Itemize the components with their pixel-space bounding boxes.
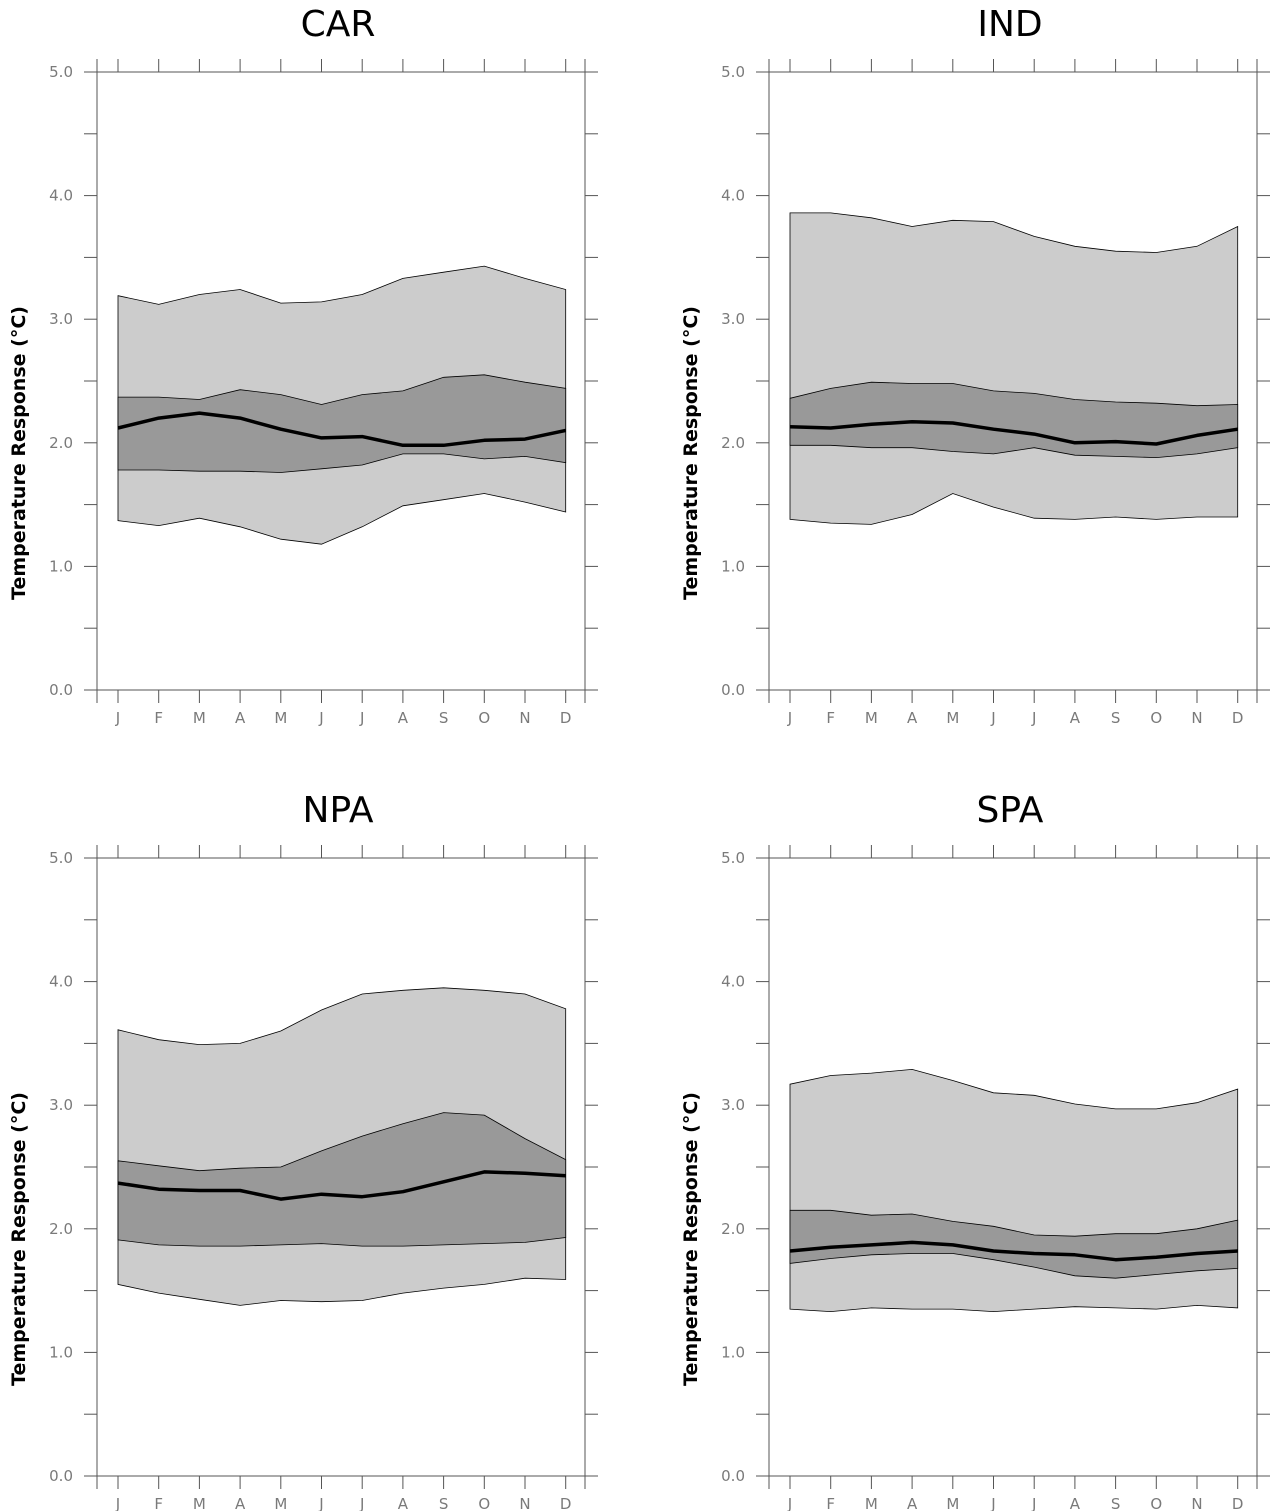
x-tick-label: J: [990, 1495, 995, 1511]
x-tick-label: S: [439, 1495, 449, 1511]
x-tick-label: O: [1150, 709, 1162, 727]
outer-range-band: [789, 212, 1239, 525]
x-tick-label: J: [115, 709, 120, 727]
y-axis-label: Temperature Response (°C): [8, 1092, 30, 1386]
x-tick-label: M: [865, 709, 878, 727]
x-tick-label: O: [1150, 1495, 1162, 1511]
x-tick-label: F: [826, 709, 835, 727]
y-tick-label: 1.0: [721, 557, 745, 575]
x-tick-label: D: [560, 709, 572, 727]
x-tick-label: A: [1070, 709, 1081, 727]
x-tick-label: M: [193, 709, 206, 727]
y-tick-label: 3.0: [49, 310, 73, 328]
y-tick-label: 3.0: [49, 1096, 73, 1114]
x-tick-label: J: [318, 709, 323, 727]
x-tick-label: S: [1111, 709, 1121, 727]
y-tick-label: 5.0: [49, 63, 73, 81]
x-tick-label: J: [359, 709, 364, 727]
x-tick-label: D: [560, 1495, 572, 1511]
inner-range-band: [789, 1209, 1239, 1279]
x-tick-label: A: [398, 709, 409, 727]
x-tick-label: N: [1191, 1495, 1202, 1511]
y-tick-label: 3.0: [721, 310, 745, 328]
y-tick-label: 4.0: [721, 187, 745, 205]
panel-title: CAR: [301, 4, 376, 45]
x-tick-label: A: [1070, 1495, 1081, 1511]
central-line: [117, 1170, 566, 1201]
inner-range-band: [117, 1112, 567, 1247]
x-tick-label: J: [359, 1495, 364, 1511]
y-tick-label: 2.0: [49, 434, 73, 452]
y-tick-label: 0.0: [49, 1467, 73, 1485]
y-tick-label: 5.0: [721, 849, 745, 867]
x-tick-label: J: [115, 1495, 120, 1511]
y-axis-label: Temperature Response (°C): [680, 1092, 702, 1386]
x-tick-label: J: [1031, 709, 1036, 727]
x-tick-label: F: [154, 1495, 163, 1511]
x-tick-label: O: [478, 1495, 490, 1511]
x-tick-label: N: [519, 709, 530, 727]
x-tick-label: S: [439, 709, 449, 727]
y-tick-label: 5.0: [721, 63, 745, 81]
inner-range-band: [789, 381, 1239, 459]
panel-car: 0.0 1.0 2.0 3.0 4.0 5.0 J F M A M J J A S O N D CAR Tempera…: [8, 4, 598, 727]
panel-npa: 0.0 1.0 2.0 3.0 4.0 5.0 J F M A M J J A S O N D NPA Tempera…: [8, 790, 598, 1511]
x-tick-label: M: [865, 1495, 878, 1511]
x-tick-label: J: [787, 709, 792, 727]
x-tick-label: M: [946, 1495, 959, 1511]
y-tick-label: 0.0: [721, 681, 745, 699]
central-line: [789, 1240, 1238, 1262]
y-axis-label: Temperature Response (°C): [8, 306, 30, 600]
x-tick-label: M: [274, 709, 287, 727]
y-tick-label: 4.0: [721, 973, 745, 991]
panel-title: IND: [977, 4, 1042, 45]
inner-range-band: [117, 374, 567, 473]
panel-ind: 0.0 1.0 2.0 3.0 4.0 5.0 J F M A M J J A S O N D IND Tempera…: [680, 4, 1270, 727]
y-tick-label: 3.0: [721, 1096, 745, 1114]
y-tick-label: 2.0: [721, 434, 745, 452]
y-tick-label: 1.0: [49, 557, 73, 575]
y-tick-label: 1.0: [49, 1343, 73, 1361]
x-tick-label: J: [1031, 1495, 1036, 1511]
x-tick-label: A: [398, 1495, 409, 1511]
x-tick-label: J: [787, 1495, 792, 1511]
x-tick-label: F: [154, 709, 163, 727]
y-tick-label: 0.0: [721, 1467, 745, 1485]
y-tick-label: 4.0: [49, 187, 73, 205]
outer-range-band: [789, 1068, 1239, 1313]
x-tick-label: F: [826, 1495, 835, 1511]
y-tick-label: 5.0: [49, 849, 73, 867]
x-tick-label: M: [193, 1495, 206, 1511]
panel-title: SPA: [977, 790, 1044, 831]
x-tick-label: A: [907, 709, 918, 727]
x-tick-label: D: [1232, 1495, 1244, 1511]
central-line: [789, 420, 1238, 446]
central-line: [117, 411, 567, 448]
x-tick-label: M: [946, 709, 959, 727]
x-tick-label: M: [274, 1495, 287, 1511]
y-axis-label: Temperature Response (°C): [680, 306, 702, 600]
x-tick-label: J: [990, 709, 995, 727]
x-tick-label: O: [478, 709, 490, 727]
x-tick-label: S: [1111, 1495, 1121, 1511]
x-tick-label: A: [907, 1495, 918, 1511]
x-tick-label: N: [1191, 709, 1202, 727]
x-tick-label: A: [235, 709, 246, 727]
y-tick-label: 4.0: [49, 973, 73, 991]
x-tick-label: N: [519, 1495, 530, 1511]
panel-title: NPA: [303, 790, 374, 831]
x-tick-label: J: [318, 1495, 323, 1511]
y-tick-label: 2.0: [49, 1220, 73, 1238]
y-tick-label: 1.0: [721, 1343, 745, 1361]
x-tick-label: D: [1232, 709, 1244, 727]
y-tick-label: 2.0: [721, 1220, 745, 1238]
panel-spa: 0.0 1.0 2.0 3.0 4.0 5.0 J F M A M J J A S O N D SPA Tempera…: [680, 790, 1270, 1511]
x-tick-label: A: [235, 1495, 246, 1511]
y-tick-label: 0.0: [49, 681, 73, 699]
